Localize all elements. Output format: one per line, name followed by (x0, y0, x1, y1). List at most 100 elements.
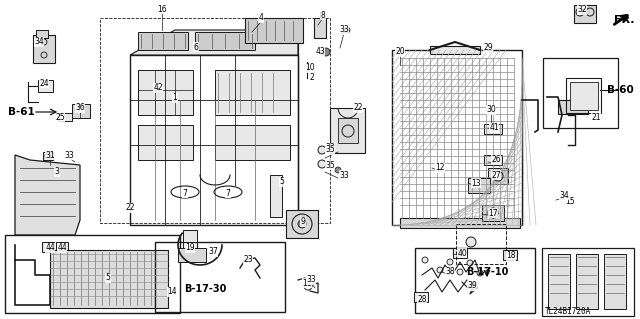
Text: TL24B1720A: TL24B1720A (545, 307, 591, 315)
Bar (178, 248, 206, 262)
Text: 8: 8 (321, 11, 325, 19)
Bar (482, 205, 504, 221)
Text: 38: 38 (445, 268, 455, 277)
Bar (138, 70, 193, 115)
Text: 33: 33 (339, 26, 349, 34)
Bar (155, 242, 285, 312)
Text: 37: 37 (208, 248, 218, 256)
Bar (38, 80, 53, 92)
Bar (36, 30, 48, 38)
Text: 4: 4 (259, 13, 264, 23)
Text: 33: 33 (64, 151, 74, 160)
Bar (503, 250, 517, 260)
Text: 35: 35 (325, 160, 335, 169)
Bar (100, 18, 330, 223)
Text: 1: 1 (173, 93, 177, 102)
Circle shape (447, 259, 453, 265)
Bar (604, 254, 626, 309)
Text: 24: 24 (39, 78, 49, 87)
Bar (43, 152, 53, 160)
Circle shape (466, 237, 476, 247)
Text: 42: 42 (153, 84, 163, 93)
Bar (453, 248, 467, 258)
Text: 19: 19 (185, 243, 195, 253)
Text: 6: 6 (193, 42, 198, 51)
Circle shape (422, 257, 428, 263)
Bar (215, 125, 290, 160)
Bar (195, 32, 255, 50)
Text: 20: 20 (395, 48, 405, 56)
Bar (400, 218, 520, 228)
Text: 7: 7 (182, 189, 188, 197)
Text: 32: 32 (577, 5, 587, 14)
Text: 30: 30 (486, 106, 496, 115)
Text: 22: 22 (125, 204, 135, 212)
Circle shape (318, 146, 326, 154)
Text: B-61: B-61 (8, 107, 35, 117)
Bar (56, 242, 68, 252)
Bar (542, 248, 634, 316)
Bar (392, 50, 522, 225)
Text: 12: 12 (435, 164, 445, 173)
Bar (558, 100, 588, 114)
Text: 23: 23 (243, 256, 253, 264)
Text: 5: 5 (106, 273, 111, 283)
Bar (314, 18, 326, 38)
Circle shape (322, 48, 330, 56)
Text: 33: 33 (325, 144, 335, 152)
Bar (415, 248, 535, 313)
Text: 34: 34 (559, 190, 569, 199)
Bar (548, 254, 570, 309)
Text: 17: 17 (488, 209, 498, 218)
Text: 15: 15 (565, 197, 575, 206)
Text: 40: 40 (457, 249, 467, 257)
Bar (33, 35, 55, 63)
Circle shape (318, 160, 326, 168)
Text: 34: 34 (34, 38, 44, 47)
Bar (42, 242, 54, 252)
Bar (58, 113, 72, 121)
Text: 29: 29 (483, 43, 493, 53)
Text: FR.: FR. (614, 15, 634, 25)
Bar (183, 238, 197, 250)
Text: 44: 44 (45, 243, 55, 253)
Bar (430, 46, 480, 54)
Polygon shape (15, 155, 80, 235)
Text: 39: 39 (467, 281, 477, 291)
Text: 25: 25 (55, 114, 65, 122)
Text: 33: 33 (306, 276, 316, 285)
Text: 18: 18 (506, 251, 516, 261)
Text: 33: 33 (339, 170, 349, 180)
Text: B-17-30: B-17-30 (184, 284, 226, 294)
Circle shape (457, 269, 463, 275)
Bar (543, 58, 618, 128)
Text: 2: 2 (310, 73, 314, 83)
Bar (484, 155, 502, 165)
Text: 44: 44 (57, 243, 67, 253)
Text: 28: 28 (417, 294, 427, 303)
Bar (484, 124, 502, 134)
Bar (566, 78, 601, 113)
Text: 31: 31 (45, 151, 55, 160)
Bar (138, 32, 188, 50)
Bar (456, 224, 506, 264)
Bar (414, 292, 428, 302)
Circle shape (467, 260, 473, 266)
Bar (330, 108, 365, 153)
Circle shape (437, 267, 443, 273)
Text: 5: 5 (280, 177, 284, 187)
Text: 43: 43 (315, 48, 325, 56)
Text: 26: 26 (491, 155, 501, 165)
Bar (130, 55, 298, 225)
Circle shape (335, 167, 341, 173)
Circle shape (344, 27, 350, 33)
Text: 35: 35 (325, 145, 335, 154)
Bar (5, 235, 180, 313)
Bar (72, 104, 90, 118)
Bar (138, 125, 193, 160)
Text: B-60: B-60 (607, 85, 634, 95)
Text: 27: 27 (491, 170, 501, 180)
Bar (245, 18, 303, 43)
Bar (576, 254, 598, 309)
Text: 13: 13 (471, 179, 481, 188)
